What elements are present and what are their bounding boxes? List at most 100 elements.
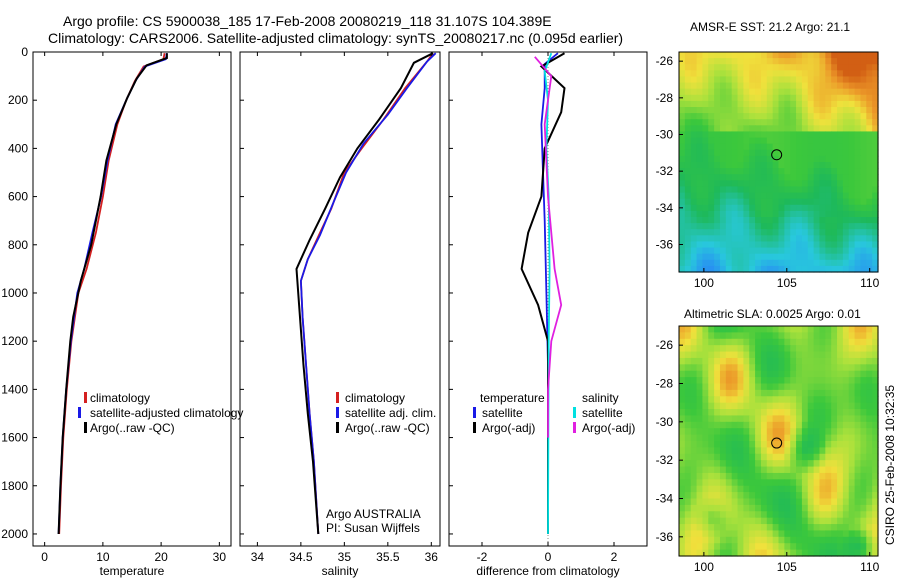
- heatmap-cell: [819, 543, 826, 551]
- heatmap-cell: [866, 530, 873, 538]
- heatmap-cell: [679, 162, 686, 169]
- heatmap-cell: [755, 64, 762, 71]
- heatmap-cell: [807, 88, 815, 96]
- heatmap-cell: [737, 479, 744, 487]
- heatmap-cell: [813, 460, 821, 468]
- heatmap-cell: [796, 58, 803, 65]
- heatmap-cell: [749, 479, 756, 487]
- heatmap-cell: [737, 326, 744, 333]
- heatmap-cell: [837, 383, 844, 391]
- heatmap-cell: [760, 370, 768, 378]
- heatmap-cell: [755, 364, 762, 372]
- heatmap-cell: [755, 447, 762, 455]
- heatmap-cell: [690, 155, 698, 163]
- heatmap-cell: [807, 180, 815, 188]
- heatmap-cell: [790, 460, 797, 468]
- heatmap-cell: [872, 88, 879, 96]
- y-tick-label: 1600: [1, 431, 28, 445]
- heatmap-cell: [790, 198, 797, 206]
- heatmap-cell: [796, 235, 803, 243]
- heatmap-cell: [679, 504, 686, 512]
- heatmap-cell: [842, 466, 850, 474]
- heatmap-cell: [796, 180, 803, 188]
- heatmap-cell: [714, 186, 721, 194]
- heatmap-cell: [854, 70, 862, 78]
- heatmap-cell: [702, 421, 709, 429]
- heatmap-cell: [719, 447, 727, 455]
- heatmap-cell: [825, 100, 832, 108]
- heatmap-cell: [784, 253, 791, 261]
- heatmap-cell: [749, 498, 756, 506]
- heatmap-cell: [807, 389, 815, 397]
- heatmap-cell: [696, 198, 704, 206]
- heatmap-cell: [749, 536, 756, 544]
- heatmap-cell: [854, 88, 862, 96]
- heatmap-cell: [760, 180, 768, 188]
- heatmap-cell: [737, 52, 744, 59]
- heatmap-cell: [760, 76, 768, 84]
- heatmap-cell: [872, 396, 879, 404]
- heatmap-cell: [784, 326, 791, 333]
- heatmap-cell: [819, 143, 826, 151]
- heatmap-cell: [848, 76, 856, 84]
- heatmap-cell: [731, 247, 739, 255]
- heatmap-cell: [778, 174, 785, 181]
- heatmap-cell: [778, 107, 785, 114]
- heatmap-cell: [778, 88, 785, 96]
- heatmap-cell: [708, 82, 715, 90]
- heatmap-cell: [772, 530, 780, 538]
- heatmap-cell: [801, 517, 809, 525]
- heatmap-cell: [719, 402, 727, 410]
- heatmap-cell: [848, 492, 856, 500]
- heatmap-cell: [854, 192, 862, 200]
- heatmap-cell: [801, 479, 809, 487]
- heatmap-cell: [743, 421, 750, 429]
- heatmap-cell: [731, 137, 739, 145]
- heatmap-cell: [737, 383, 744, 391]
- heatmap-cell: [755, 511, 762, 519]
- heatmap-cell: [872, 125, 879, 133]
- heatmap-cell: [807, 168, 815, 175]
- heatmap-cell: [719, 235, 727, 243]
- heatmap-cell: [872, 441, 879, 448]
- heatmap-cell: [690, 162, 698, 169]
- heatmap-cell: [825, 504, 832, 512]
- heatmap-cell: [731, 70, 739, 78]
- heatmap-cell: [790, 447, 797, 455]
- heatmap-cell: [825, 265, 832, 273]
- heatmap-cell: [755, 143, 762, 151]
- heatmap-cell: [749, 180, 756, 188]
- heatmap-cell: [725, 536, 733, 544]
- heatmap-cell: [854, 143, 862, 151]
- heatmap-cell: [737, 389, 744, 397]
- heatmap-cell: [813, 149, 821, 157]
- heatmap-cell: [801, 460, 809, 468]
- heatmap-cell: [831, 504, 838, 512]
- heatmap-cell: [755, 58, 762, 65]
- heatmap-cell: [872, 76, 879, 84]
- heatmap-cell: [872, 543, 879, 551]
- heatmap-cell: [807, 174, 815, 181]
- heatmap-cell: [872, 143, 879, 151]
- y-tick-label: 0: [21, 45, 28, 59]
- heatmap-cell: [778, 94, 785, 102]
- heatmap-cell: [848, 415, 856, 423]
- heatmap-cell: [831, 58, 838, 65]
- heatmap-cell: [790, 402, 797, 410]
- heatmap-cell: [702, 530, 709, 538]
- heatmap-cell: [772, 204, 780, 212]
- heatmap-cell: [860, 186, 867, 194]
- heatmap-cell: [796, 119, 803, 126]
- heatmap-cell: [807, 64, 815, 71]
- heatmap-cell: [679, 492, 686, 500]
- heatmap-cell: [708, 253, 715, 261]
- heatmap-cell: [679, 137, 686, 145]
- heatmap-cell: [848, 485, 856, 493]
- heatmap-cell: [807, 345, 815, 353]
- heatmap-cell: [725, 241, 733, 249]
- heatmap-cell: [690, 143, 698, 151]
- heatmap-cell: [860, 383, 867, 391]
- heatmap-cell: [807, 370, 815, 378]
- heatmap-cell: [760, 447, 768, 455]
- heatmap-cell: [790, 364, 797, 372]
